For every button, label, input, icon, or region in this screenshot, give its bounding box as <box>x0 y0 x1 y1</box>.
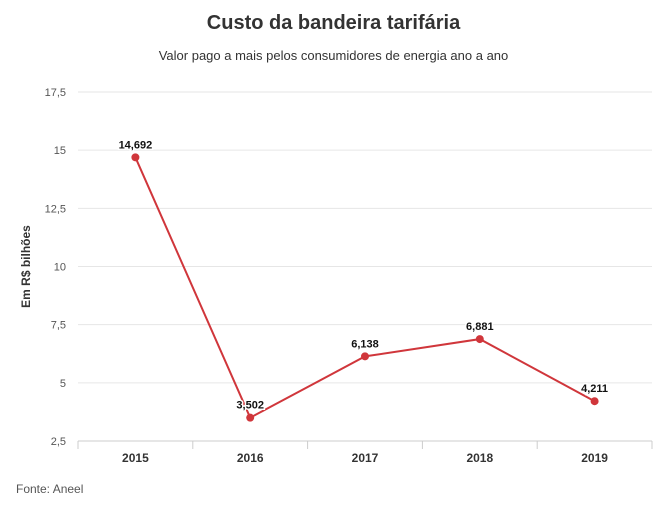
data-labels: 14,692 3,502 6,138 6,881 4,211 <box>117 138 609 413</box>
data-label: 3,502 <box>236 400 264 412</box>
y-tick-label: 2,5 <box>51 436 66 448</box>
chart-subtitle: Valor pago a mais pelos consumidores de … <box>158 48 509 63</box>
line-chart: 2,5 5 7,5 10 12,5 15 17,5 2015 2016 2017 2018 2019… <box>19 87 653 465</box>
series-line <box>134 156 596 420</box>
data-point <box>590 397 599 406</box>
chart-title: Custo da bandeira tarifária <box>206 12 461 34</box>
y-tick-label: 17,5 <box>45 87 66 99</box>
data-point <box>246 413 255 422</box>
data-label: 6,138 <box>351 338 379 350</box>
x-axis-ticks: 2015 2016 2017 2018 2019 <box>77 441 653 465</box>
y-tick-label: 5 <box>60 378 66 390</box>
x-tick-label: 2016 <box>237 451 264 465</box>
data-label: 6,881 <box>466 321 494 333</box>
data-points <box>131 153 599 422</box>
y-axis-ticks: 2,5 5 7,5 10 12,5 15 17,5 <box>45 87 66 448</box>
grid-lines <box>78 91 652 384</box>
x-tick-label: 2018 <box>466 451 493 465</box>
x-tick-label: 2017 <box>352 451 379 465</box>
x-tick-label: 2019 <box>581 451 608 465</box>
source-note: Fonte: Aneel <box>16 482 84 496</box>
data-point <box>131 153 140 162</box>
y-tick-label: 7,5 <box>51 320 66 332</box>
data-label: 4,211 <box>581 383 608 395</box>
y-axis-label: Em R$ bilhões <box>19 225 33 308</box>
data-label: 14,692 <box>119 139 153 151</box>
y-tick-label: 10 <box>54 262 66 274</box>
y-tick-label: 15 <box>54 145 66 157</box>
data-point <box>361 352 369 361</box>
y-tick-label: 12,5 <box>45 203 66 215</box>
data-point <box>475 335 484 344</box>
x-tick-label: 2015 <box>122 451 149 465</box>
